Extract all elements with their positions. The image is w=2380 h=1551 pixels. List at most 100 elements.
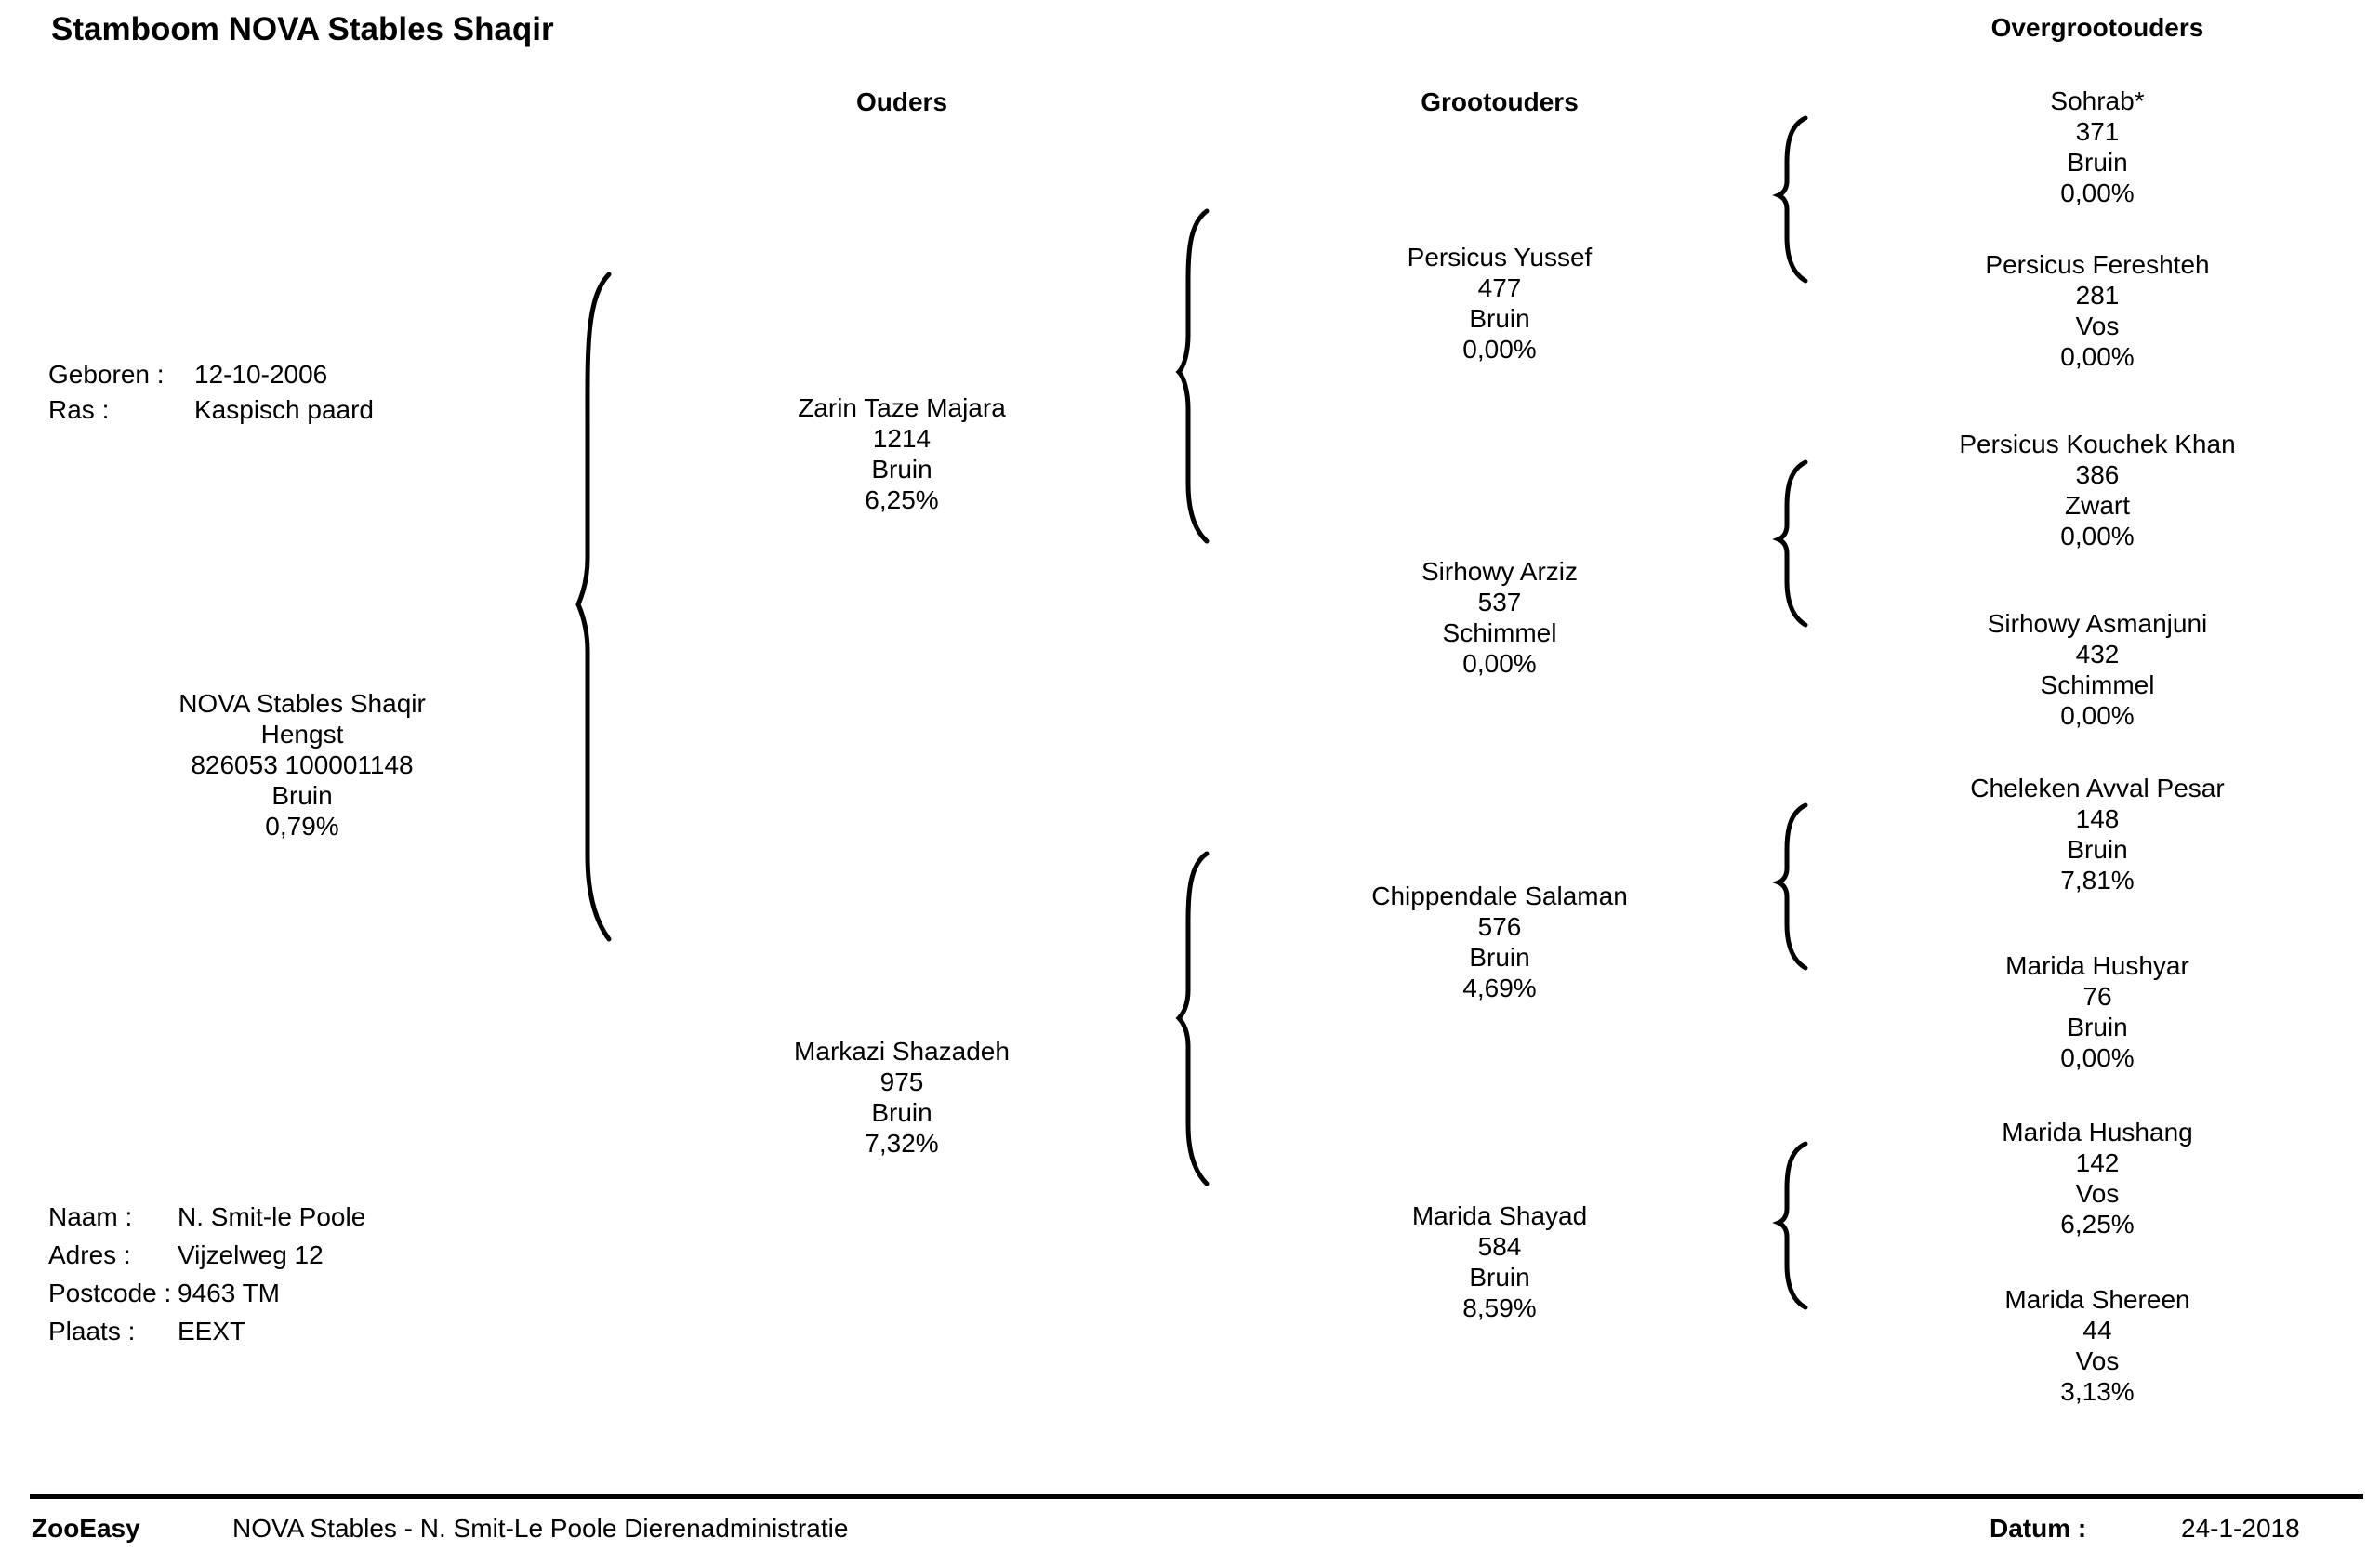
- greatgrandparent-4: Sirhowy Asmanjuni 432 Schimmel 0,00%: [1772, 608, 2380, 731]
- animal-color: Vos: [2075, 1179, 2120, 1208]
- animal-color: Bruin: [1469, 943, 1530, 972]
- animal-number: 371: [2075, 117, 2120, 146]
- breed-label: Ras :: [48, 395, 110, 424]
- parent-sire: Zarin Taze Majara 1214 Bruin 6,25%: [576, 392, 1227, 515]
- animal-number: 44: [2082, 1316, 2112, 1345]
- owner-postcode-value: 9463 TM: [178, 1279, 280, 1307]
- animal-name: Marida Shereen: [2004, 1285, 2190, 1314]
- animal-percentage: 0,00%: [2060, 701, 2135, 730]
- animal-name: Zarin Taze Majara: [798, 393, 1006, 422]
- footer-app-name: ZooEasy: [32, 1514, 140, 1543]
- grandparent-4: Marida Shayad 584 Bruin 8,59%: [1174, 1200, 1825, 1323]
- animal-percentage: 7,81%: [2060, 866, 2135, 895]
- animal-color: Bruin: [871, 1098, 932, 1127]
- animal-name: Sirhowy Asmanjuni: [1987, 609, 2208, 638]
- animal-name: Marida Hushyar: [2005, 951, 2189, 980]
- column-heading-grandparents: Grootouders: [1421, 87, 1579, 116]
- animal-number: 576: [1477, 912, 1522, 941]
- animal-color: Schimmel: [1442, 618, 1557, 647]
- animal-percentage: 6,25%: [865, 485, 939, 514]
- brace-gp2: [1772, 459, 1808, 628]
- animal-color: Bruin: [1469, 1263, 1530, 1292]
- brace-gp1: [1772, 115, 1808, 284]
- owner-city-value: EEXT: [178, 1317, 246, 1346]
- owner-city-label: Plaats :: [48, 1317, 136, 1346]
- animal-number: 1214: [872, 424, 932, 453]
- born-label: Geboren :: [48, 360, 165, 389]
- animal-percentage: 0,00%: [1462, 649, 1537, 678]
- brace-dam: [1175, 851, 1210, 1186]
- animal-number: 975: [879, 1067, 924, 1096]
- grandparent-3: Chippendale Salaman 576 Bruin 4,69%: [1174, 881, 1825, 1003]
- animal-number: 142: [2075, 1148, 2120, 1177]
- subject-inbreeding: 0,79%: [265, 812, 339, 841]
- grandparent-2: Sirhowy Arziz 537 Schimmel 0,00%: [1174, 556, 1825, 679]
- animal-name: Cheleken Avval Pesar: [1970, 774, 2225, 802]
- brace-subject: [575, 272, 612, 942]
- page-title: Stamboom NOVA Stables Shaqir: [51, 11, 554, 47]
- footer-date-label: Datum :: [1990, 1514, 2087, 1543]
- animal-percentage: 0,00%: [2060, 179, 2135, 207]
- animal-number: 148: [2075, 804, 2120, 833]
- subject-id: 826053 100001148: [191, 750, 414, 779]
- animal-percentage: 0,00%: [2060, 522, 2135, 550]
- animal-color: Zwart: [2065, 491, 2130, 520]
- animal-name: Persicus Yussef: [1407, 243, 1593, 272]
- subject-animal: NOVA Stables Shaqir Hengst 826053 100001…: [0, 688, 628, 842]
- animal-percentage: 0,00%: [1462, 335, 1537, 364]
- animal-color: Schimmel: [2040, 670, 2155, 699]
- animal-percentage: 0,00%: [2060, 1043, 2135, 1072]
- footer-date-value: 24-1-2018: [2181, 1514, 2300, 1543]
- animal-color: Bruin: [1469, 304, 1530, 333]
- animal-number: 537: [1477, 588, 1522, 616]
- animal-name: Marida Hushang: [2002, 1118, 2193, 1147]
- brace-gp4: [1772, 1141, 1808, 1310]
- greatgrandparent-3: Persicus Kouchek Khan 386 Zwart 0,00%: [1772, 429, 2380, 551]
- animal-percentage: 0,00%: [2060, 342, 2135, 371]
- animal-number: 432: [2075, 640, 2120, 669]
- grandparent-1: Persicus Yussef 477 Bruin 0,00%: [1174, 242, 1825, 365]
- subject-name: NOVA Stables Shaqir: [178, 689, 426, 718]
- owner-name-value: N. Smit-le Poole: [178, 1202, 366, 1231]
- greatgrandparent-1: Sohrab* 371 Bruin 0,00%: [1772, 86, 2380, 208]
- subject-sex: Hengst: [260, 720, 344, 749]
- animal-name: Persicus Fereshteh: [1985, 250, 2210, 279]
- animal-percentage: 6,25%: [2060, 1210, 2135, 1239]
- animal-percentage: 8,59%: [1462, 1293, 1537, 1322]
- animal-number: 281: [2075, 281, 2120, 310]
- animal-number: 584: [1477, 1232, 1522, 1261]
- animal-color: Bruin: [2067, 1013, 2128, 1041]
- greatgrandparent-5: Cheleken Avval Pesar 148 Bruin 7,81%: [1772, 773, 2380, 895]
- owner-address-label: Adres :: [48, 1240, 131, 1269]
- animal-color: Bruin: [2067, 148, 2128, 177]
- footer-organization: NOVA Stables - N. Smit-Le Poole Dierenad…: [232, 1514, 849, 1543]
- animal-number: 477: [1477, 273, 1522, 302]
- owner-address-value: Vijzelweg 12: [178, 1240, 324, 1269]
- greatgrandparent-2: Persicus Fereshteh 281 Vos 0,00%: [1772, 249, 2380, 372]
- animal-percentage: 4,69%: [1462, 974, 1537, 1002]
- animal-color: Bruin: [2067, 835, 2128, 864]
- column-heading-greatgrandparents: Overgrootouders: [1990, 13, 2204, 42]
- animal-name: Chippendale Salaman: [1371, 882, 1628, 910]
- greatgrandparent-7: Marida Hushang 142 Vos 6,25%: [1772, 1117, 2380, 1239]
- animal-number: 76: [2082, 982, 2112, 1011]
- born-value: 12-10-2006: [194, 360, 328, 389]
- greatgrandparent-6: Marida Hushyar 76 Bruin 0,00%: [1772, 950, 2380, 1073]
- owner-name-label: Naam :: [48, 1202, 133, 1231]
- parent-dam: Markazi Shazadeh 975 Bruin 7,32%: [576, 1036, 1227, 1159]
- animal-color: Vos: [2075, 1346, 2120, 1375]
- footer-divider: [30, 1494, 2363, 1499]
- owner-postcode-label: Postcode :: [48, 1279, 172, 1307]
- brace-gp3: [1772, 802, 1808, 971]
- animal-percentage: 3,13%: [2060, 1377, 2135, 1406]
- animal-percentage: 7,32%: [865, 1129, 939, 1158]
- greatgrandparent-8: Marida Shereen 44 Vos 3,13%: [1772, 1284, 2380, 1407]
- subject-color: Bruin: [271, 781, 333, 810]
- animal-name: Sohrab*: [2050, 86, 2145, 115]
- animal-name: Sirhowy Arziz: [1421, 557, 1579, 586]
- animal-color: Vos: [2075, 312, 2120, 340]
- animal-name: Markazi Shazadeh: [794, 1037, 1010, 1066]
- animal-name: Persicus Kouchek Khan: [1959, 430, 2236, 458]
- column-heading-parents: Ouders: [855, 87, 948, 116]
